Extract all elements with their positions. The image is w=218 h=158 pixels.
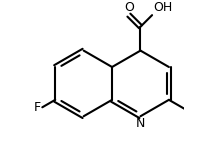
Text: O: O: [124, 1, 134, 14]
Text: N: N: [136, 117, 145, 130]
Text: F: F: [34, 101, 41, 114]
Text: OH: OH: [153, 1, 172, 14]
